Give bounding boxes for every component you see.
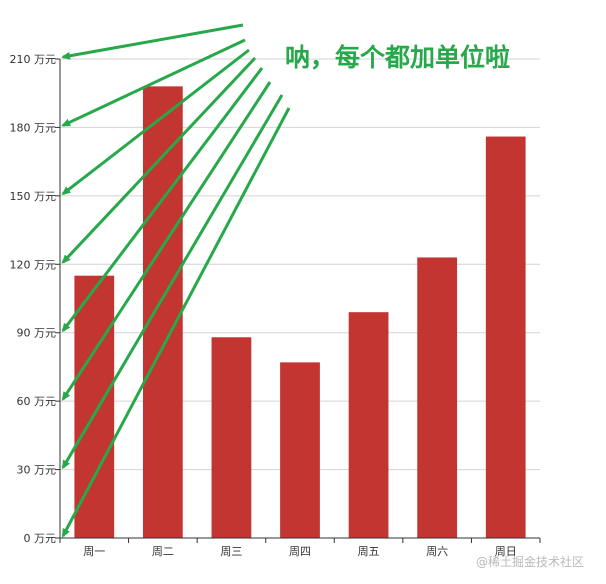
annotation-arrow — [61, 81, 272, 401]
y-tick-label: 210 万元 — [10, 53, 57, 66]
x-tick-label: 周一 — [83, 545, 105, 558]
annotation-arrow — [61, 56, 257, 264]
annotation-arrow — [61, 38, 246, 127]
y-tick-label: 0 万元 — [24, 532, 57, 545]
y-tick-label: 30 万元 — [17, 464, 57, 477]
annotation-arrow — [61, 48, 250, 196]
y-tick-label: 180 万元 — [10, 121, 57, 134]
watermark: @稀土掘金技术社区 — [476, 554, 584, 569]
bar-周六[interactable] — [417, 257, 458, 538]
annotation-text: 呐，每个都加单位啦 — [285, 43, 510, 72]
y-axis-ticks: 0 万元 30 万元 60 万元 90 万元 120 万元 150 万元 180 万元 210… — [10, 53, 60, 545]
annotation-arrow — [61, 94, 284, 470]
bar-周五[interactable] — [348, 312, 389, 538]
grid-lines — [60, 58, 540, 471]
bar-周日[interactable] — [485, 136, 526, 539]
annotation-arrows — [61, 23, 291, 538]
x-tick-label: 周六 — [426, 545, 448, 558]
bar-周二[interactable] — [142, 86, 183, 538]
x-axis-ticks: 周一 周二 周三 周四 周五 周六 周日 — [59, 538, 541, 558]
annotation-arrow — [61, 67, 264, 333]
bar-周三[interactable] — [211, 337, 252, 538]
x-tick-label: 周二 — [152, 545, 174, 558]
x-tick-label: 周四 — [289, 545, 311, 558]
y-tick-label: 120 万元 — [10, 258, 57, 271]
y-tick-label: 90 万元 — [17, 327, 57, 340]
annotation-arrow — [61, 107, 291, 538]
y-tick-label: 150 万元 — [10, 190, 57, 203]
bar-周四[interactable] — [280, 362, 320, 538]
bar-series — [74, 86, 526, 539]
bar-周一[interactable] — [74, 275, 115, 538]
x-tick-label: 周三 — [220, 545, 242, 558]
y-tick-label: 60 万元 — [17, 395, 57, 408]
x-tick-label: 周日 — [495, 545, 517, 558]
annotation-arrow — [61, 23, 244, 60]
x-tick-label: 周五 — [358, 545, 380, 558]
